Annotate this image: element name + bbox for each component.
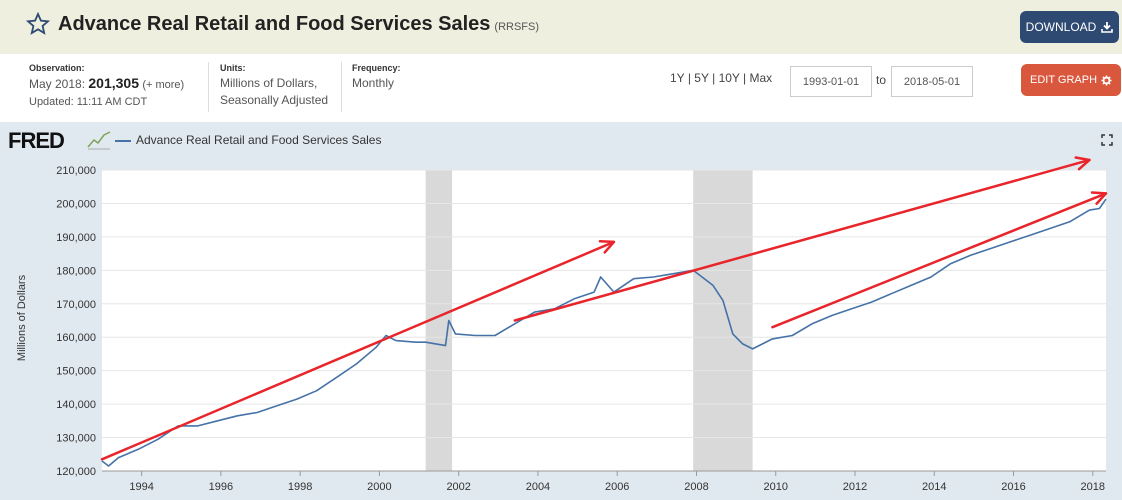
divider	[341, 62, 342, 112]
units-line1: Millions of Dollars,	[220, 76, 318, 90]
units-label: Units:	[220, 63, 246, 73]
y-tick-label: 180,000	[56, 265, 96, 277]
frequency-label: Frequency:	[352, 63, 401, 73]
start-date-input[interactable]: 1993-01-01	[790, 66, 872, 97]
x-tick-label: 2004	[526, 481, 550, 493]
x-tick-label: 2006	[605, 481, 629, 493]
annotation-arrows	[100, 156, 1108, 461]
gear-icon	[1101, 74, 1112, 86]
y-tick-label: 210,000	[56, 165, 96, 177]
range-separator: |	[743, 71, 747, 85]
end-date-input[interactable]: 2018-05-01	[891, 66, 973, 97]
to-label: to	[876, 73, 887, 87]
x-tick-label: 2018	[1081, 481, 1105, 493]
y-tick-label: 190,000	[56, 232, 96, 244]
y-tick-label: 200,000	[56, 198, 96, 210]
plot-area	[102, 170, 1106, 471]
y-tick-label: 170,000	[56, 299, 96, 311]
page-title: Advance Real Retail and Food Services Sa…	[58, 13, 539, 36]
y-tick-label: 150,000	[56, 366, 96, 378]
plot-background	[102, 170, 1106, 471]
fred-logo: FRED	[8, 128, 65, 153]
y-tick-label: 130,000	[56, 433, 96, 445]
recession-bands	[425, 170, 753, 471]
download-label: DOWNLOAD	[1025, 20, 1097, 34]
star-outline-icon[interactable]	[26, 12, 50, 36]
range-5y-button[interactable]: 5Y	[694, 71, 709, 85]
recession-band	[693, 170, 753, 471]
annotation-arrow-head	[1090, 191, 1108, 206]
observation-block: Observation: May 2018: 201,305 (+ more) …	[29, 63, 184, 111]
units-block: Units: Millions of Dollars, Seasonally A…	[220, 63, 328, 109]
units-line2: Seasonally Adjusted	[220, 93, 329, 107]
range-separator: |	[712, 71, 716, 85]
y-tick-label: 160,000	[56, 332, 96, 344]
y-axis-ticks: 120,000 130,000 140,000 150,000 160,000 170,0…	[56, 165, 96, 478]
edit-graph-button[interactable]: EDIT GRAPH	[1021, 64, 1121, 96]
x-tick-label: 2002	[446, 481, 470, 493]
divider	[208, 62, 209, 112]
x-tick-label: 2016	[1001, 481, 1025, 493]
x-tick-label: 1996	[209, 481, 233, 493]
observation-value: 201,305	[88, 75, 139, 91]
range-max-button[interactable]: Max	[749, 71, 773, 85]
series-line	[101, 198, 1107, 467]
series-header: Advance Real Retail and Food Services Sa…	[0, 0, 1122, 54]
download-icon	[1101, 22, 1114, 33]
series-title: Advance Real Retail and Food Services Sa…	[58, 13, 491, 35]
x-tick-label: 2014	[922, 481, 946, 493]
legend-label: Advance Real Retail and Food Services Sa…	[136, 133, 382, 147]
annotation-arrow-head	[1074, 156, 1091, 171]
range-1y-button[interactable]: 1Y	[670, 71, 685, 85]
annotation-arrow-head	[598, 239, 616, 254]
range-10y-button[interactable]: 10Y	[718, 71, 740, 85]
series-id: (RRSFS)	[494, 21, 540, 33]
annotation-arrow-line	[100, 240, 616, 461]
observation-date: May 2018:	[29, 77, 86, 91]
observation-label: Observation:	[29, 63, 85, 73]
fullscreen-icon[interactable]	[1101, 134, 1113, 146]
annotation-arrow-line	[771, 192, 1108, 329]
x-tick-label: 2012	[843, 481, 867, 493]
series-group	[101, 198, 1107, 467]
x-tick-label: 2010	[763, 481, 787, 493]
x-tick-label: 2008	[684, 481, 708, 493]
x-tick-label: 2000	[367, 481, 391, 493]
download-button[interactable]: DOWNLOAD	[1020, 11, 1119, 43]
legend-swatch	[115, 140, 131, 142]
x-axis-ticks: 1994 1996 1998 2000 2002 2004 2006 2008 2010 2012…	[102, 470, 1106, 493]
annotation-arrow-line	[513, 158, 1091, 322]
y-axis-title: Millions of Dollars	[16, 274, 28, 361]
edit-graph-label: EDIT GRAPH	[1029, 74, 1098, 86]
observation-more-link[interactable]: (+ more)	[142, 79, 185, 91]
y-tick-label: 140,000	[56, 399, 96, 411]
updated-time: Updated: 11:11 AM CDT	[29, 96, 148, 108]
frequency-value: Monthly	[352, 76, 395, 90]
range-selector: 1Y | 5Y | 10Y | Max	[670, 71, 772, 85]
range-separator: |	[687, 71, 691, 85]
frequency-block: Frequency: Monthly	[352, 63, 401, 92]
y-tick-label: 120,000	[56, 466, 96, 478]
x-tick-label: 1994	[129, 481, 153, 493]
fred-logo-chart-icon	[87, 131, 111, 150]
x-tick-label: 1998	[288, 481, 312, 493]
